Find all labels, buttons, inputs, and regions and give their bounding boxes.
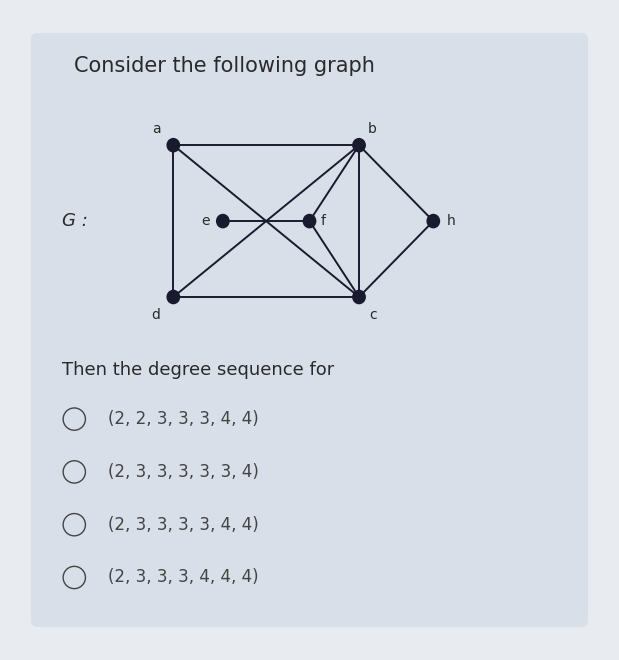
Text: h: h bbox=[446, 214, 455, 228]
Text: c: c bbox=[369, 308, 376, 323]
FancyBboxPatch shape bbox=[31, 33, 588, 627]
Text: (2, 3, 3, 3, 4, 4, 4): (2, 3, 3, 3, 4, 4, 4) bbox=[108, 568, 259, 587]
Text: (2, 3, 3, 3, 3, 4, 4): (2, 3, 3, 3, 3, 4, 4) bbox=[108, 515, 259, 534]
Circle shape bbox=[217, 214, 229, 228]
Text: a: a bbox=[152, 121, 160, 136]
Circle shape bbox=[167, 290, 180, 304]
Text: f: f bbox=[321, 214, 326, 228]
Circle shape bbox=[427, 214, 439, 228]
Circle shape bbox=[167, 139, 180, 152]
Text: Then the degree sequence for: Then the degree sequence for bbox=[62, 360, 340, 379]
Text: (2, 3, 3, 3, 3, 3, 4): (2, 3, 3, 3, 3, 3, 4) bbox=[108, 463, 259, 481]
Text: (2, 2, 3, 3, 3, 4, 4): (2, 2, 3, 3, 3, 4, 4) bbox=[108, 410, 259, 428]
Text: Consider the following graph: Consider the following graph bbox=[74, 56, 375, 76]
Text: b: b bbox=[368, 121, 377, 136]
Circle shape bbox=[353, 139, 365, 152]
Text: d: d bbox=[152, 308, 160, 323]
Text: G :: G : bbox=[62, 212, 88, 230]
Circle shape bbox=[353, 290, 365, 304]
Circle shape bbox=[303, 214, 316, 228]
Text: e: e bbox=[201, 214, 210, 228]
